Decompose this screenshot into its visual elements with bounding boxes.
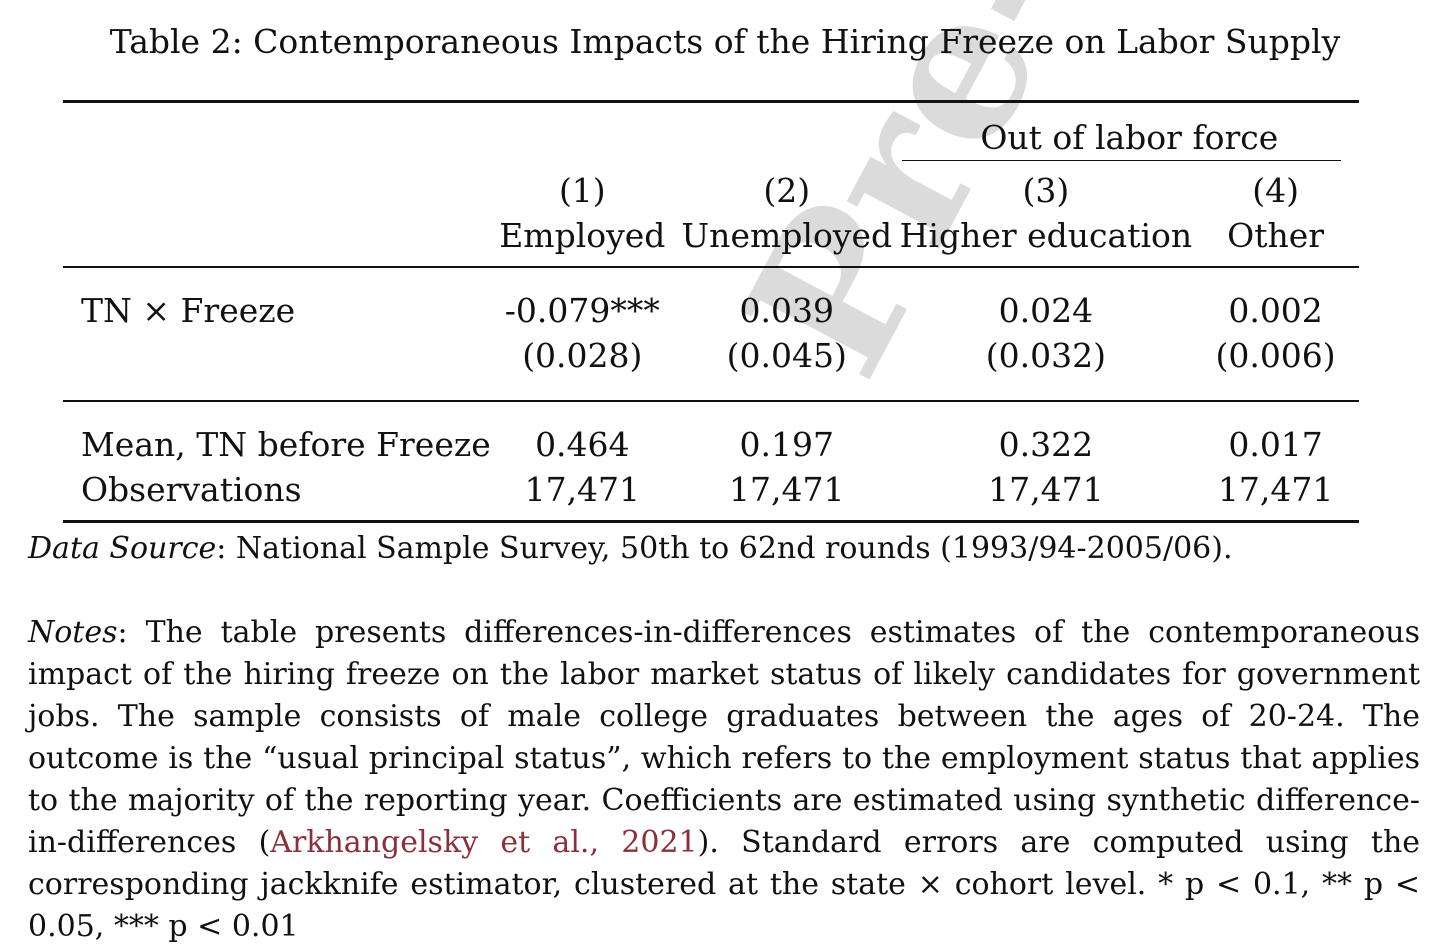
std-error-cell: (0.032) bbox=[985, 336, 1107, 375]
mean-row: Mean, TN before Freeze 0.464 0.197 0.322… bbox=[63, 401, 1359, 467]
notes-text: : The table presents differences-in-diff… bbox=[28, 615, 1420, 860]
observations-cell: 17,471 bbox=[524, 470, 641, 509]
column-number: (2) bbox=[763, 170, 811, 210]
std-error-cell: (0.045) bbox=[726, 336, 847, 375]
std-error-row: (0.028) (0.045) (0.032) (0.006) bbox=[63, 333, 1359, 401]
group-header-cell: Out of labor force bbox=[900, 102, 1359, 168]
group-header-row: Out of labor force bbox=[63, 101, 1359, 168]
coefficient-cell: 0.039 bbox=[739, 291, 834, 330]
observations-cell: 17,471 bbox=[1217, 470, 1334, 509]
column-number: (3) bbox=[1022, 170, 1070, 210]
observations-cell: 17,471 bbox=[729, 470, 845, 509]
row-label: Observations bbox=[81, 470, 302, 509]
coefficient-cell: 0.002 bbox=[1228, 291, 1323, 330]
results-table-container: Out of labor force (1) (2) (3) (4) Emplo… bbox=[63, 100, 1359, 523]
observations-cell: 17,471 bbox=[988, 470, 1104, 509]
table-notes: Notes: The table presents differences-in… bbox=[28, 612, 1420, 948]
coefficient-cell: 0.024 bbox=[998, 291, 1094, 330]
column-label-row: Employed Unemployed Higher education Oth… bbox=[63, 213, 1359, 267]
notes-text-end: ). Standard errors are computed using th… bbox=[28, 825, 1421, 944]
mean-cell: 0.322 bbox=[998, 425, 1094, 464]
data-source-text: : National Sample Survey, 50th to 62nd r… bbox=[216, 531, 1233, 566]
data-source-label: Data Source bbox=[28, 531, 217, 566]
column-number: (4) bbox=[1252, 170, 1299, 210]
mean-cell: 0.464 bbox=[535, 425, 630, 464]
data-source-note: Data Source: National Sample Survey, 50t… bbox=[28, 528, 1420, 570]
mean-cell: 0.197 bbox=[739, 425, 834, 464]
column-number: (1) bbox=[558, 170, 606, 210]
group-header-label: Out of labor force bbox=[980, 118, 1279, 157]
std-error-cell: (0.028) bbox=[522, 336, 643, 375]
mean-cell: 0.017 bbox=[1228, 425, 1323, 464]
citation-link[interactable]: Arkhangelsky et al., 2021 bbox=[270, 825, 698, 860]
table-caption: Table 2: Contemporaneous Impacts of the … bbox=[109, 22, 1341, 61]
results-table: Out of labor force (1) (2) (3) (4) Emplo… bbox=[63, 100, 1359, 523]
column-label: Higher education bbox=[899, 216, 1193, 255]
row-label: Mean, TN before Freeze bbox=[81, 425, 491, 464]
coefficient-row: TN × Freeze -0.079*** 0.039 0.024 0.002 bbox=[63, 267, 1359, 333]
row-label: TN × Freeze bbox=[81, 291, 296, 330]
std-error-cell: (0.006) bbox=[1215, 336, 1336, 375]
group-header-underline bbox=[901, 160, 1341, 161]
observations-row: Observations 17,471 17,471 17,471 17,471 bbox=[63, 467, 1359, 522]
column-label: Other bbox=[1227, 216, 1325, 255]
column-number-row: (1) (2) (3) (4) bbox=[63, 167, 1359, 213]
coefficient-cell: -0.079*** bbox=[504, 291, 660, 330]
column-label: Employed bbox=[499, 216, 666, 255]
notes-label: Notes bbox=[28, 615, 118, 650]
column-label: Unemployed bbox=[681, 216, 893, 255]
